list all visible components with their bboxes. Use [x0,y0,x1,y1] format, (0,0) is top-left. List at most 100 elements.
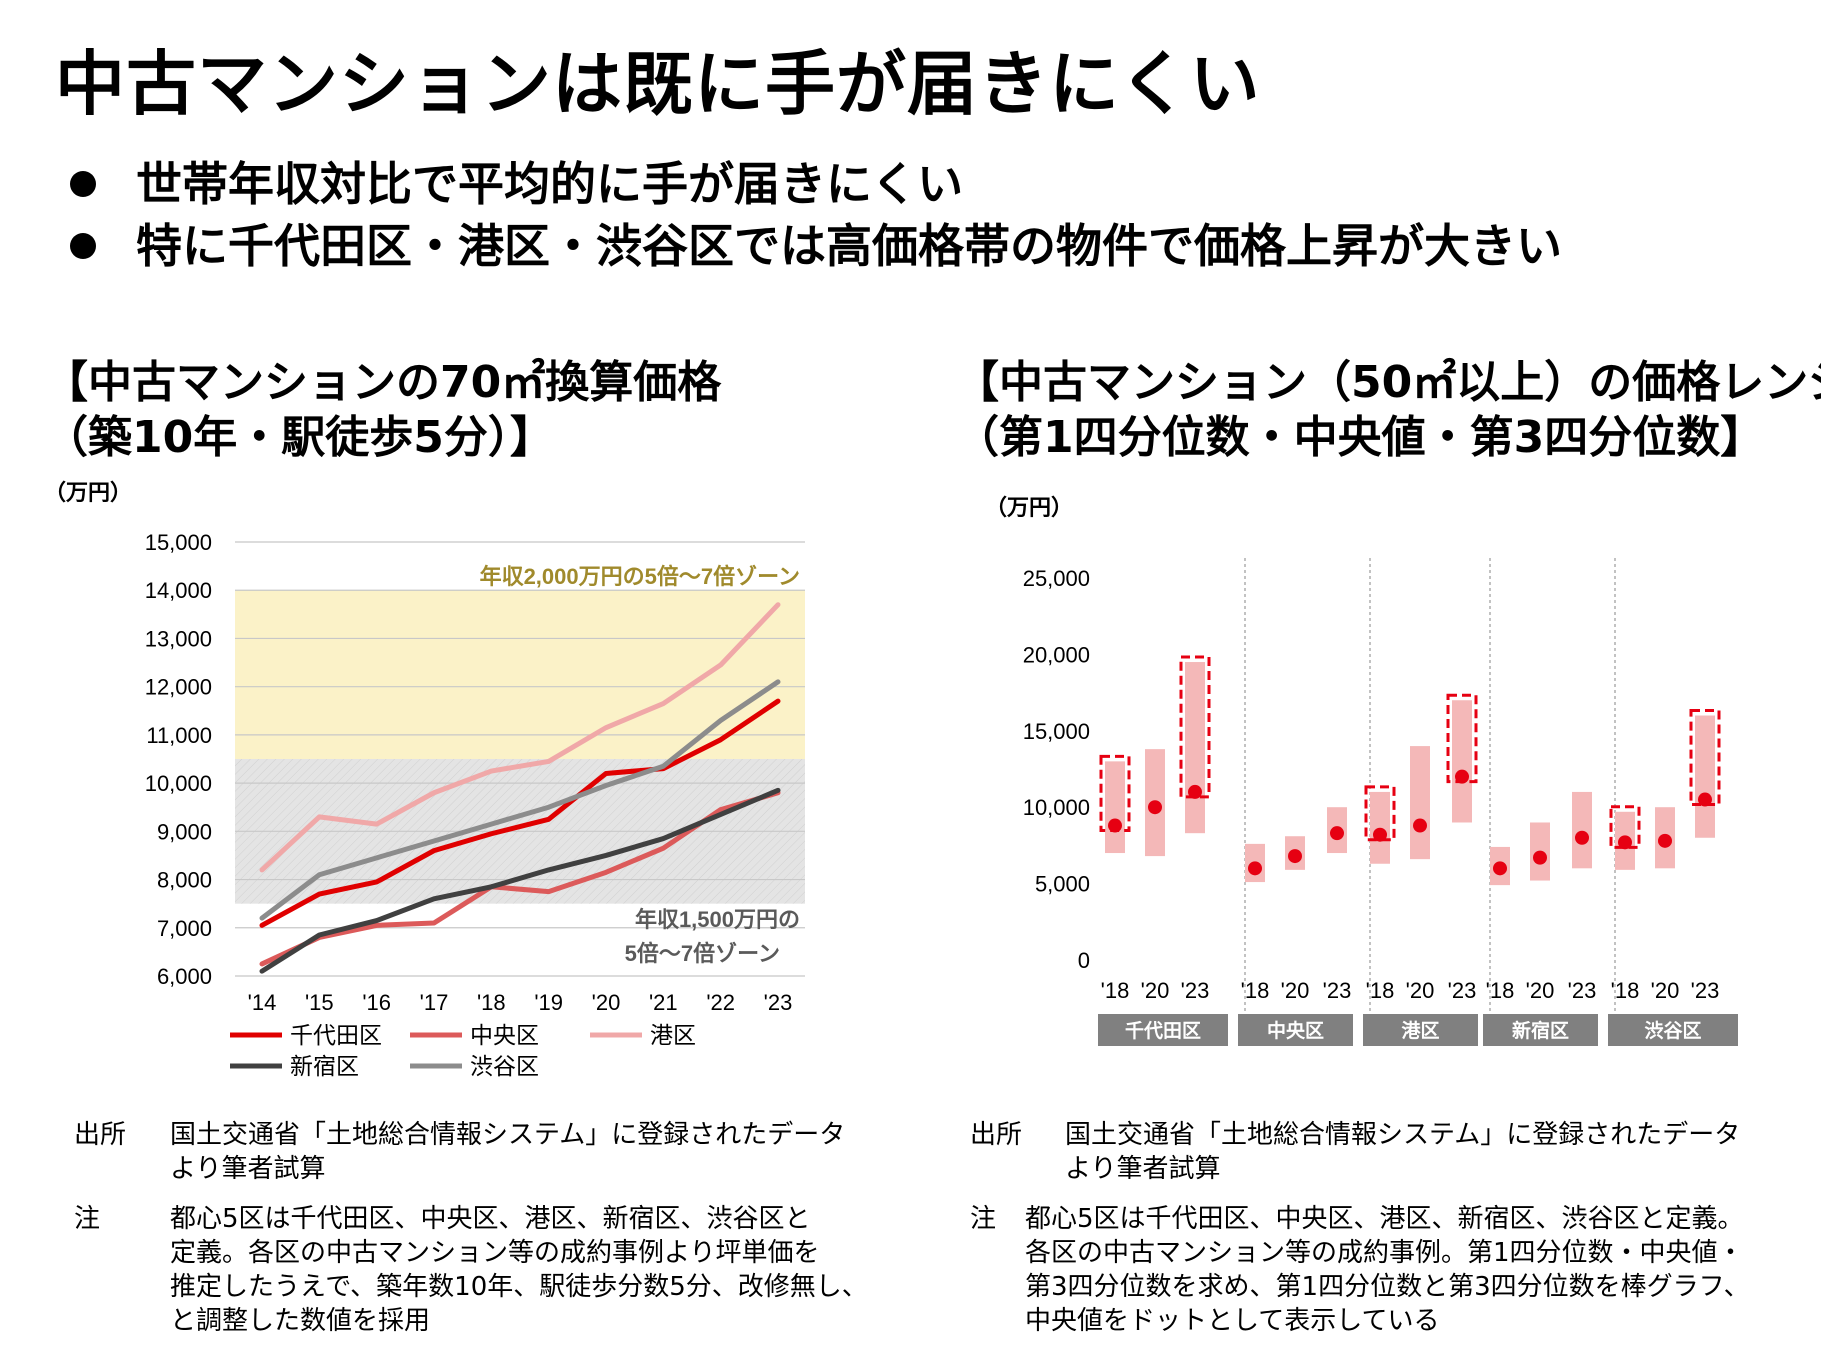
right-chart-title-line2: （第1四分位数・中央値・第3四分位数】 [955,412,1765,463]
median-dot [1108,818,1122,833]
range-bar [1695,715,1715,838]
legend-label: 港区 [650,1022,696,1048]
highlight-box [1609,805,1641,849]
x-tick-label: '19 [534,990,563,1015]
y-tick-label: 25,000 [1023,566,1090,591]
highlight-box [1689,709,1721,807]
x-tick-label: '18 [1611,978,1640,1003]
right-note-line-2: 各区の中古マンション等の成約事例。第1四分位数・中央値・ [1025,1238,1744,1268]
y-tick-label: 10,000 [1023,795,1090,820]
series-line-3 [259,602,781,873]
right-notes: 出所 国土交通省「土地総合情報システム」に登録されたデータ より筆者試算 注 都… [900,1118,1821,1338]
group-label: 中央区 [1267,1019,1324,1042]
y-tick-label: 15,000 [1023,719,1090,744]
y-tick-label: 9,000 [157,819,212,844]
x-tick-label: '23 [1691,978,1720,1003]
right-chart-unit: （万円） [985,496,1074,521]
zone-label-lower-1: 年収1,500万円の [635,907,800,932]
right-note-line-3: 第3四分位数を求め、第1四分位数と第3四分位数を棒グラフ、 [1025,1272,1750,1302]
x-tick-label: '20 [1406,978,1435,1003]
zone-label-lower-2: 5倍～7倍ゾーン [625,941,780,966]
y-tick-label: 6,000 [157,964,212,989]
bullet-dot-icon [70,232,96,259]
group-label-box [1608,1014,1738,1046]
median-dot [1148,800,1162,815]
x-tick-label: '23 [764,990,793,1015]
range-bar [1185,662,1205,834]
y-tick-label: 5,000 [1035,872,1090,897]
range-chart: 0 5,000 10,000 15,000 20,000 25,000 '18 '20 '23 千… [1023,558,1738,1046]
group-label: 新宿区 [1512,1019,1569,1042]
x-tick-label: '18 [1486,978,1515,1003]
right-source-text-2: より筆者試算 [1065,1154,1221,1184]
y-tick-label: 7,000 [157,916,212,941]
series-line-5 [259,679,781,921]
x-tick-label: '23 [1181,978,1210,1003]
left-source-text-2: より筆者試算 [170,1154,326,1184]
median-dot [1698,792,1712,807]
median-dot [1618,835,1632,850]
left-source-label: 出所 [74,1120,127,1150]
median-dot [1455,769,1469,784]
group-label-box [1363,1014,1478,1046]
left-note-line-3: 推定したうえで、築年数10年、駅徒歩分数5分、改修無し、 [170,1272,868,1302]
zone-band-1 [235,590,805,759]
x-tick-label: '20 [1526,978,1555,1003]
y-tick-label: 15,000 [145,530,212,555]
x-tick-label: '18 [477,990,506,1015]
legend-label: 中央区 [470,1022,539,1048]
right-note-line-4: 中央値をドットとして表示している [1025,1306,1440,1336]
right-source-text-1: 国土交通省「土地総合情報システム」に登録されたデータ [1065,1120,1741,1150]
range-bar [1572,791,1592,869]
series-line-4 [259,787,781,974]
median-dot [1413,818,1427,833]
y-tick-label: 13,000 [145,626,212,651]
y-tick-label: 14,000 [145,578,212,603]
group-label-box [1098,1014,1228,1046]
x-tick-label: '20 [1651,978,1680,1003]
x-tick-label: '20 [1141,978,1170,1003]
group-label: 港区 [1401,1020,1439,1042]
y-tick-label: 12,000 [145,675,212,700]
highlight-box [1364,785,1396,842]
bullet-text-2: 特に千代田区・港区・渋谷区では高価格帯の物件で価格上昇が大きい [136,219,1562,273]
left-note-line-2: 定義。各区の中古マンション等の成約事例より坪単価を [170,1238,820,1268]
x-tick-label: '21 [649,990,678,1015]
y-tick-label: 0 [1078,948,1090,973]
bullet-text-1: 世帯年収対比で平均的に手が届きにくい [136,157,964,211]
page-title: 中古マンションは既に手が届きにくい [55,43,1261,125]
right-note-label: 注 [970,1204,997,1234]
group-label: 渋谷区 [1644,1019,1701,1042]
zone-label-upper: 年収2,000万円の5倍～7倍ゾーン [480,564,800,589]
x-tick-label: '16 [362,990,391,1015]
left-note-line-1: 都心5区は千代田区、中央区、港区、新宿区、渋谷区と [170,1204,811,1234]
range-bar [1452,700,1472,823]
x-tick-label: '18 [1101,978,1130,1003]
median-dot [1575,830,1589,845]
group-label-box [1483,1014,1598,1046]
bullet-item-1: 世帯年収対比で平均的に手が届きにくい [70,148,963,214]
y-tick-label: 8,000 [157,868,212,893]
x-tick-label: '14 [248,990,277,1015]
x-tick-label: '20 [1281,978,1310,1003]
y-tick-label: 11,000 [146,723,212,748]
left-chart-title-line1: 【中古マンションの70㎡換算価格 [44,357,722,408]
x-tick-label: '22 [706,990,735,1015]
median-dot [1373,827,1387,842]
median-dot [1533,850,1547,865]
median-dot [1493,861,1507,876]
left-chart-title-line2: （築10年・駅徒歩5分）】 [44,412,554,463]
left-note-label: 注 [74,1204,101,1234]
group-label-box [1238,1014,1353,1046]
highlight-box [1179,655,1211,799]
legend-label: 千代田区 [290,1022,382,1048]
y-tick-label: 20,000 [1023,642,1090,667]
x-tick-label: '23 [1568,978,1597,1003]
legend-label: 新宿区 [290,1053,359,1079]
left-source-text-1: 国土交通省「土地総合情報システム」に登録されたデータ [170,1120,846,1150]
x-tick-label: '18 [1241,978,1270,1003]
left-note-line-4: と調整した数値を採用 [170,1306,431,1336]
bullet-dot-icon [70,170,96,197]
bullet-item-2: 特に千代田区・港区・渋谷区では高価格帯の物件で価格上昇が大きい [70,210,1562,276]
range-bar [1410,746,1430,860]
